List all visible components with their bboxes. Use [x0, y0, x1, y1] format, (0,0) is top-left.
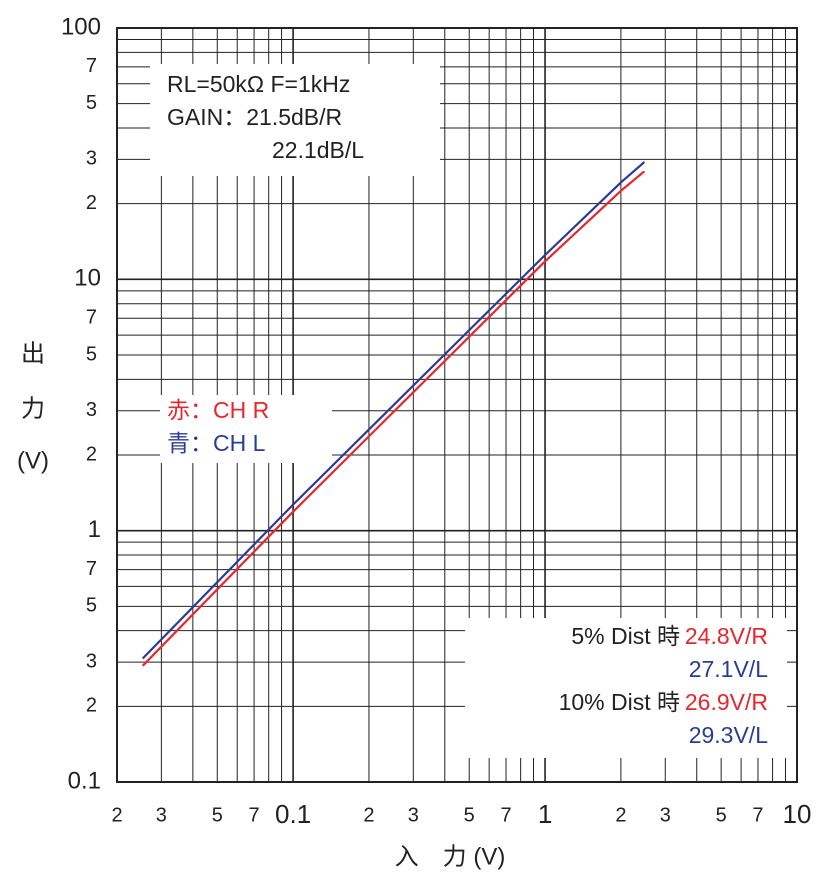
y-tick-label: 7 — [86, 307, 97, 329]
x-tick-label: 5 — [464, 804, 475, 826]
y-tick-label: 0.1 — [68, 767, 101, 794]
x-tick-label: 7 — [249, 804, 260, 826]
x-tick-label: 3 — [156, 804, 167, 826]
y-tick-label: 2 — [86, 695, 97, 717]
y-tick-label: 5 — [86, 595, 97, 617]
y-tick-label: 7 — [86, 55, 97, 77]
x-tick-label: 5 — [212, 804, 223, 826]
condition-text: 22.1dB/L — [272, 137, 364, 163]
plot-frame — [116, 27, 798, 783]
y-tick-label: 3 — [86, 650, 97, 672]
x-tick-label: 7 — [500, 804, 511, 826]
y-tick-label: 5 — [86, 92, 97, 114]
dist-box — [465, 618, 787, 758]
y-tick-label: 3 — [86, 148, 97, 170]
conditions-box — [150, 64, 440, 176]
legend-box — [160, 395, 332, 463]
y-tick-label: 2 — [86, 192, 97, 214]
x-tick-label: 3 — [660, 804, 671, 826]
y-tick-label: 5 — [86, 343, 97, 365]
y-tick-label: 2 — [86, 443, 97, 465]
y-tick-label: 100 — [61, 13, 101, 40]
x-axis-label: 入 力 (V) — [395, 843, 506, 870]
dist-l: 29.3V/L — [689, 722, 768, 748]
y-tick-label: 1 — [88, 516, 101, 543]
x-tick-label: 2 — [111, 804, 122, 826]
x-tick-label: 2 — [615, 804, 626, 826]
dist-label: 5% Dist 時 — [571, 623, 680, 649]
x-tick-label: 3 — [408, 804, 419, 826]
x-tick-label: 0.1 — [275, 799, 311, 829]
lines — [141, 161, 646, 667]
condition-text: RL=50kΩ F=1kHz — [167, 71, 350, 97]
x-tick-label: 1 — [538, 799, 552, 829]
legend-entry: 青：CH L — [167, 430, 266, 456]
y-tick-label: 3 — [86, 399, 97, 421]
dist-label: 10% Dist 時 — [559, 689, 680, 715]
y-tick-label: 10 — [74, 265, 101, 292]
series-line — [141, 161, 646, 660]
dist-r: 26.9V/R — [685, 689, 768, 715]
dist-r: 24.8V/R — [685, 623, 768, 649]
condition-text: GAIN：21.5dB/R — [167, 104, 342, 130]
y-axis-label: (V) — [17, 447, 49, 474]
x-tick-label: 7 — [752, 804, 763, 826]
x-tick-label: 2 — [363, 804, 374, 826]
y-axis-label: 力 — [21, 395, 45, 422]
dist-l: 27.1V/L — [689, 656, 768, 682]
y-tick-label: 7 — [86, 558, 97, 580]
y-axis-label: 出 — [21, 340, 45, 367]
x-tick-label: 5 — [716, 804, 727, 826]
legend-entry: 赤：CH R — [167, 397, 269, 423]
series-line — [141, 170, 646, 667]
x-tick-label: 10 — [783, 799, 812, 829]
